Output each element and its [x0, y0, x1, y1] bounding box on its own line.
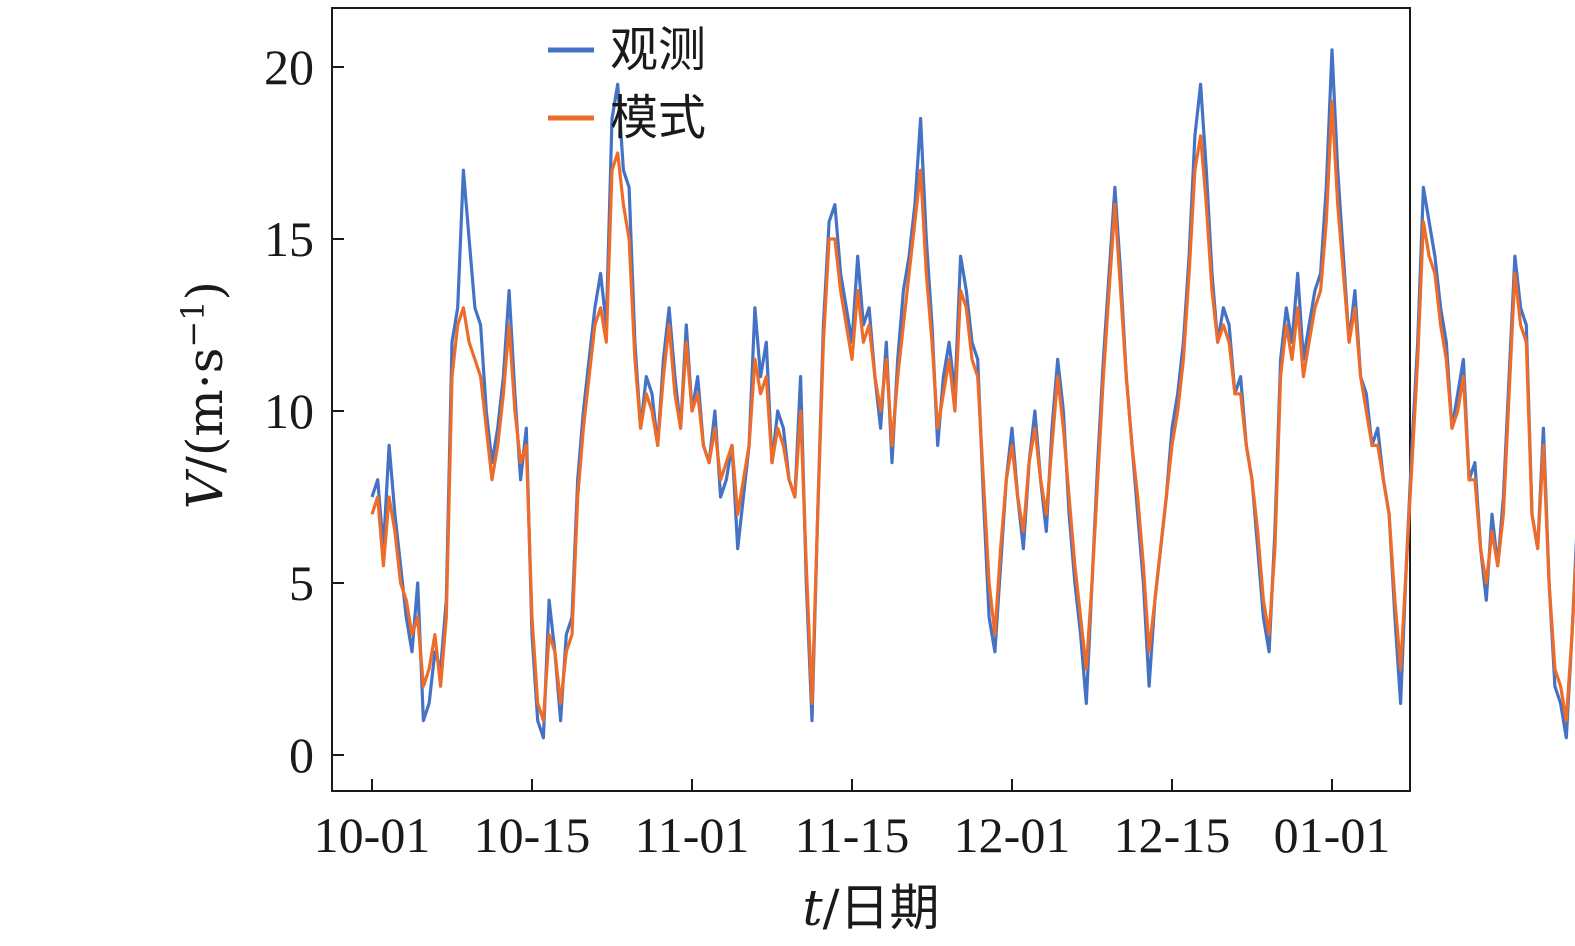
x-tick-label: 11-15: [795, 807, 910, 863]
y-tick-label: 5: [289, 555, 314, 611]
x-tick-label: 10-15: [474, 807, 591, 863]
x-axis-title: t/日期: [803, 879, 940, 937]
x-tick-label: 11-01: [635, 807, 750, 863]
y-axis-title-unit: /(m·s: [176, 348, 234, 473]
plot-frame: [331, 7, 1411, 792]
y-axis-title-exponent: −1: [174, 300, 212, 347]
x-axis-ticks: 10-01 10-15 11-01 11-15 12-01 12-15 01-01: [314, 779, 1391, 863]
y-tick-label: 0: [289, 727, 314, 783]
y-tick-label: 20: [264, 39, 314, 95]
x-axis-title-symbol: t: [803, 879, 824, 937]
y-axis-title: V/(m·s−1): [174, 281, 234, 509]
y-tick-label: 10: [264, 383, 314, 439]
y-axis-title-close: ): [176, 281, 234, 301]
y-axis-title-symbol: V: [176, 468, 234, 509]
y-tick-label: 15: [264, 211, 314, 267]
series-layer: [370, 48, 1575, 740]
series-line-observed: [370, 48, 1575, 740]
x-tick-label: 10-01: [314, 807, 431, 863]
y-axis-ticks: 0 5 10 15 20: [264, 39, 344, 783]
legend-label-observed: 观测: [610, 22, 706, 78]
legend: 观测 模式: [548, 22, 706, 146]
series-line-model: [370, 99, 1575, 723]
x-tick-label: 12-15: [1114, 807, 1231, 863]
legend-label-model: 模式: [610, 90, 706, 146]
x-tick-label: 01-01: [1274, 807, 1391, 863]
x-tick-label: 12-01: [954, 807, 1071, 863]
x-axis-title-text: /日期: [823, 879, 940, 937]
